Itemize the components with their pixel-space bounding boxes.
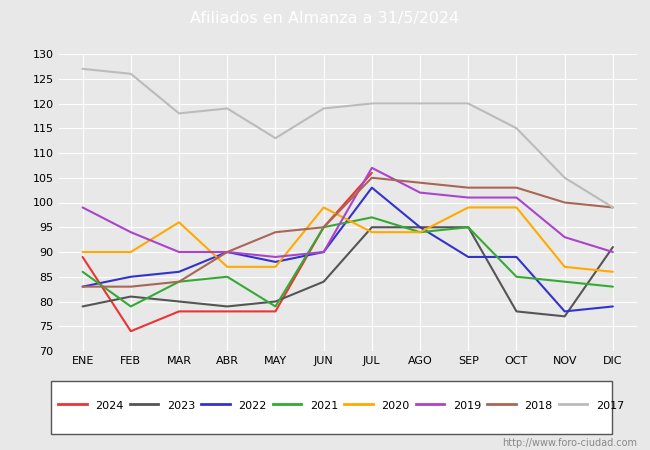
Text: 2023: 2023	[167, 401, 195, 411]
Text: http://www.foro-ciudad.com: http://www.foro-ciudad.com	[502, 438, 637, 448]
FancyBboxPatch shape	[51, 381, 612, 434]
Text: 2020: 2020	[382, 401, 410, 411]
Text: 2024: 2024	[96, 401, 124, 411]
Text: Afiliados en Almanza a 31/5/2024: Afiliados en Almanza a 31/5/2024	[190, 10, 460, 26]
Text: 2022: 2022	[239, 401, 267, 411]
Text: 2019: 2019	[453, 401, 481, 411]
Text: 2018: 2018	[525, 401, 552, 411]
Text: 2017: 2017	[596, 401, 624, 411]
Text: 2021: 2021	[310, 401, 338, 411]
